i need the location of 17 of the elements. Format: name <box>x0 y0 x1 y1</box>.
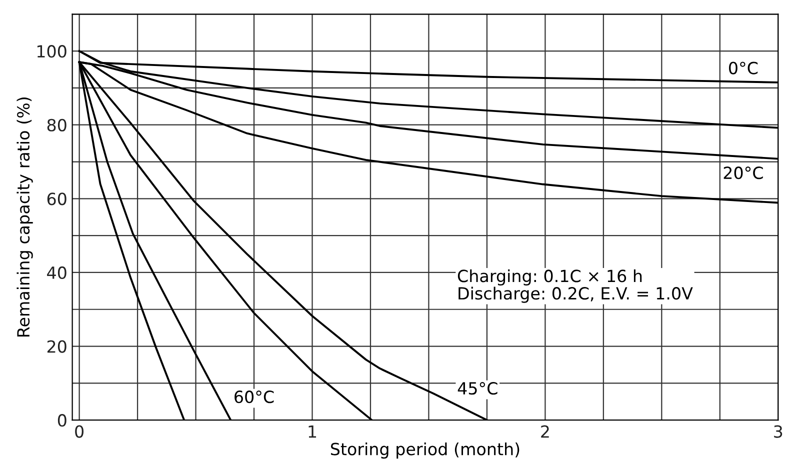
annotation: 20°C <box>724 166 763 180</box>
annotation: 60°C <box>234 390 274 404</box>
y-axis-title: Remaining capacity ratio (%) <box>16 98 33 336</box>
y-tick-label: 80 <box>47 118 66 132</box>
y-tick-label: 100 <box>37 45 66 58</box>
x-tick-label: 3 <box>774 425 782 438</box>
annotation: 45°C <box>458 382 498 395</box>
annotation: 0°C <box>729 62 758 74</box>
y-tick-label: 20 <box>47 340 66 353</box>
y-tick-label: 40 <box>47 266 66 280</box>
x-tick-label: 0 <box>75 425 84 438</box>
x-tick-label: 2 <box>541 425 549 438</box>
y-tick-label: 0 <box>58 414 66 427</box>
y-tick-label: 60 <box>47 192 66 206</box>
annotation: Charging: 0.1C × 16 h Discharge: 0.2C, E.V. = 1.0V <box>458 269 693 303</box>
x-tick-label: 1 <box>308 425 316 438</box>
x-axis-title: Storing period (month) <box>330 442 520 459</box>
